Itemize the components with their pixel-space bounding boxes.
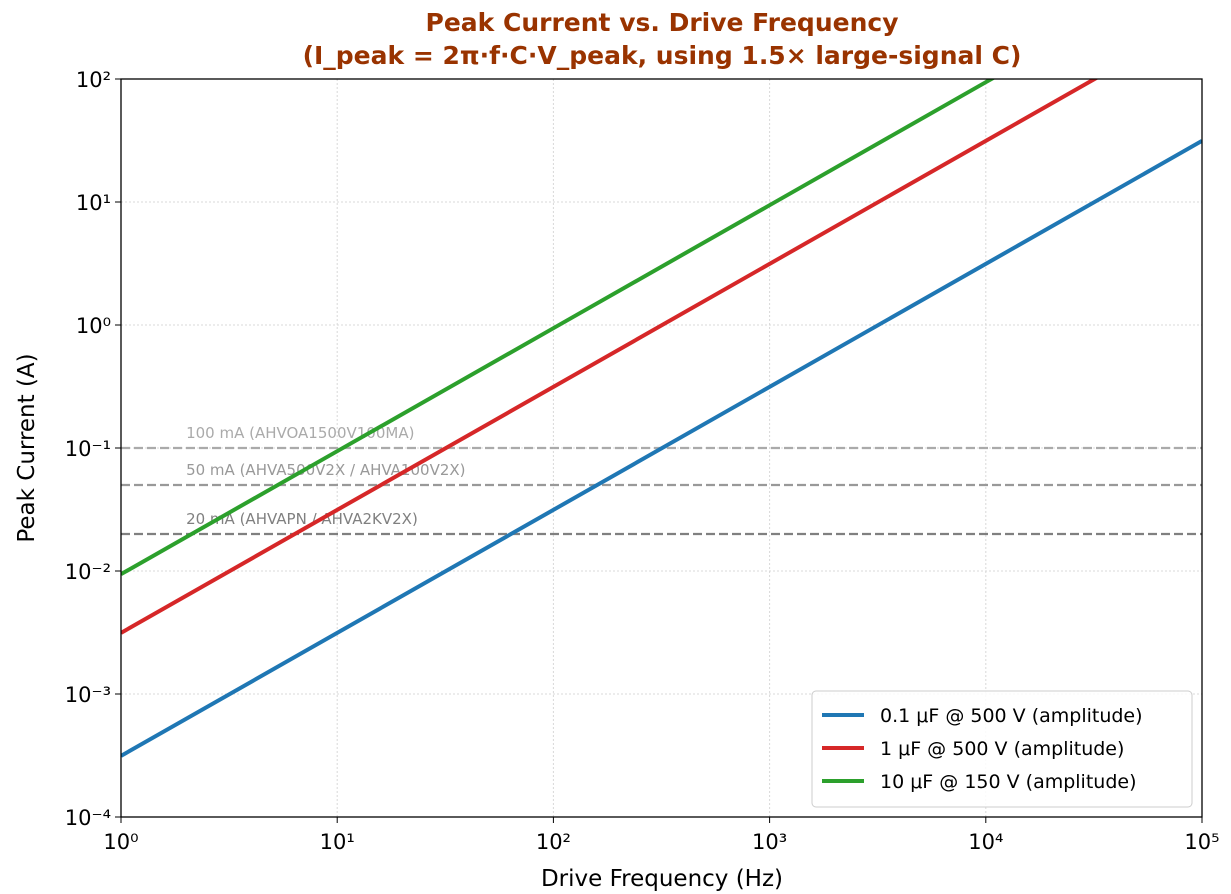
plot-frame — [120, 78, 1203, 818]
x-tick-label: 10⁴ — [968, 830, 1003, 854]
y-tick-label: 10⁻³ — [65, 683, 111, 707]
chart-title: Peak Current vs. Drive Frequency — [426, 8, 899, 37]
series-line — [121, 79, 996, 576]
plot-area: 100 mA (AHVOA1500V100MA)50 mA (AHVA500V2… — [121, 79, 1202, 758]
reference-label: 50 mA (AHVA500V2X / AHVA100V2X) — [186, 461, 465, 479]
series-line — [121, 79, 1099, 635]
legend-label: 0.1 μF @ 500 V (amplitude) — [880, 705, 1143, 727]
y-tick-label: 10⁻⁴ — [65, 806, 111, 830]
x-tick-label: 10² — [536, 830, 571, 854]
legend-label: 1 μF @ 500 V (amplitude) — [880, 738, 1124, 760]
y-tick-label: 10⁻² — [65, 560, 111, 584]
legend-box — [811, 690, 1193, 808]
y-tick-label: 10² — [76, 68, 111, 92]
chart-subtitle: (I_peak = 2π·f·C·V_peak, using 1.5× larg… — [303, 41, 1022, 70]
legend-label: 10 μF @ 150 V (amplitude) — [880, 771, 1137, 793]
reference-label: 20 mA (AHVAPN / AHVA2KV2X) — [186, 510, 418, 528]
y-tick-label: 10¹ — [76, 191, 111, 215]
x-axis-label: Drive Frequency (Hz) — [541, 866, 783, 892]
x-tick-label: 10⁰ — [103, 830, 138, 854]
series-line — [121, 139, 1202, 758]
x-tick-label: 10¹ — [320, 830, 355, 854]
x-tick-label: 10⁵ — [1184, 830, 1219, 854]
y-axis-label: Peak Current (A) — [14, 353, 40, 542]
y-tick-label: 10⁻¹ — [65, 437, 111, 461]
y-tick-label: 10⁰ — [76, 314, 111, 338]
x-tick-label: 10³ — [752, 830, 787, 854]
